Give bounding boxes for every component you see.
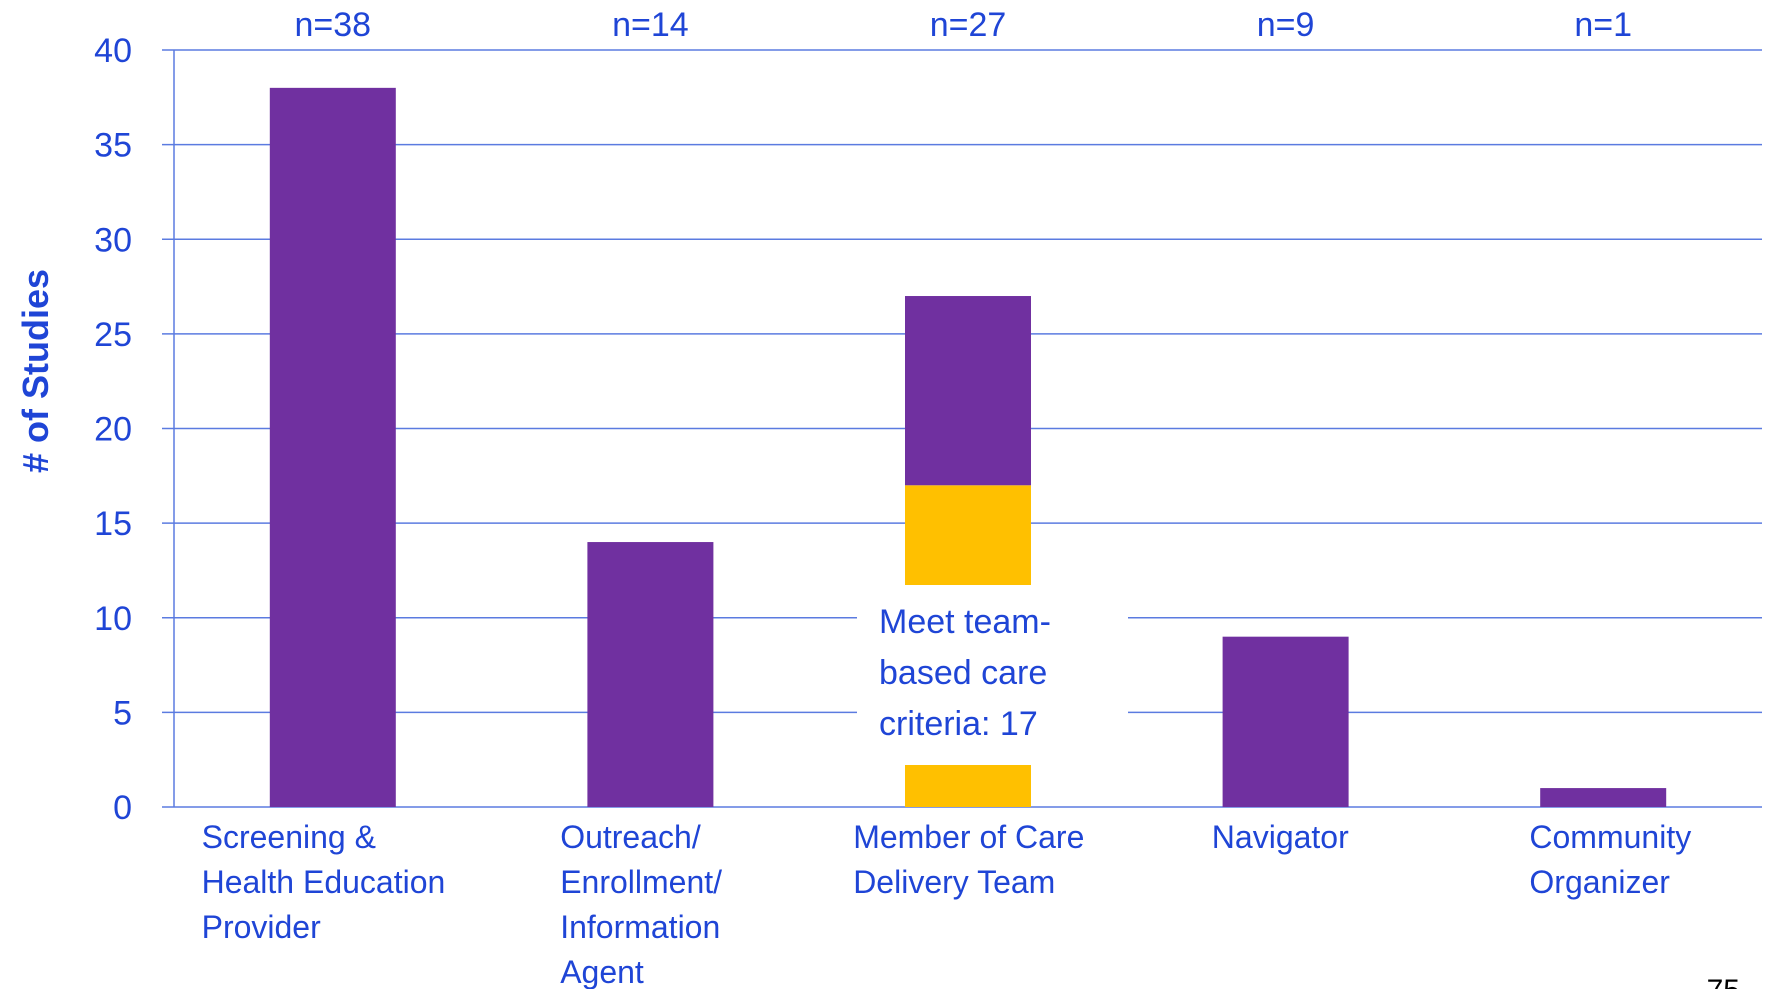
x-tick-label: Screening & xyxy=(202,819,376,855)
bar-segment xyxy=(1540,788,1667,807)
annotation: Meet team- xyxy=(879,603,1051,641)
y-tick-label: 40 xyxy=(94,32,132,70)
x-tick-label: Navigator xyxy=(1212,819,1349,855)
total-label: n=9 xyxy=(1257,6,1315,44)
annotation: based care xyxy=(879,654,1047,692)
x-tick-label: Agent xyxy=(560,954,644,989)
page-number: 75 xyxy=(1707,974,1740,989)
bar-segment xyxy=(905,296,1031,486)
x-tick-label: Health Education xyxy=(202,864,446,900)
y-tick-label: 10 xyxy=(94,600,132,638)
total-label: n=38 xyxy=(295,6,372,44)
y-tick-label: 20 xyxy=(94,411,132,449)
annotation: criteria: 17 xyxy=(879,705,1038,743)
bar-segment xyxy=(269,87,396,808)
x-tick-label: Information xyxy=(560,909,720,945)
y-tick-label: 25 xyxy=(94,316,132,354)
y-tick-label: 15 xyxy=(94,505,132,543)
y-tick-label: 0 xyxy=(113,789,132,827)
y-tick-label: 30 xyxy=(94,221,132,259)
x-tick-label: Member of Care xyxy=(853,819,1084,855)
x-tick-label: Outreach/ xyxy=(560,819,701,855)
y-tick-label: 5 xyxy=(113,694,132,732)
total-label: n=1 xyxy=(1574,6,1632,44)
x-tick-label: Enrollment/ xyxy=(560,864,722,900)
x-tick-label: Organizer xyxy=(1529,864,1670,900)
y-axis-title: # of Studies xyxy=(15,269,56,473)
x-tick-label: Provider xyxy=(202,909,322,945)
y-tick-label: 35 xyxy=(94,127,132,165)
annotation-box xyxy=(857,585,1128,765)
total-label: n=27 xyxy=(930,6,1007,44)
x-tick-label: Delivery Team xyxy=(853,864,1055,900)
bar-segment xyxy=(587,542,714,807)
x-tick-label: Community xyxy=(1529,819,1691,855)
bar-segment xyxy=(1222,636,1349,807)
total-label: n=14 xyxy=(612,6,689,44)
